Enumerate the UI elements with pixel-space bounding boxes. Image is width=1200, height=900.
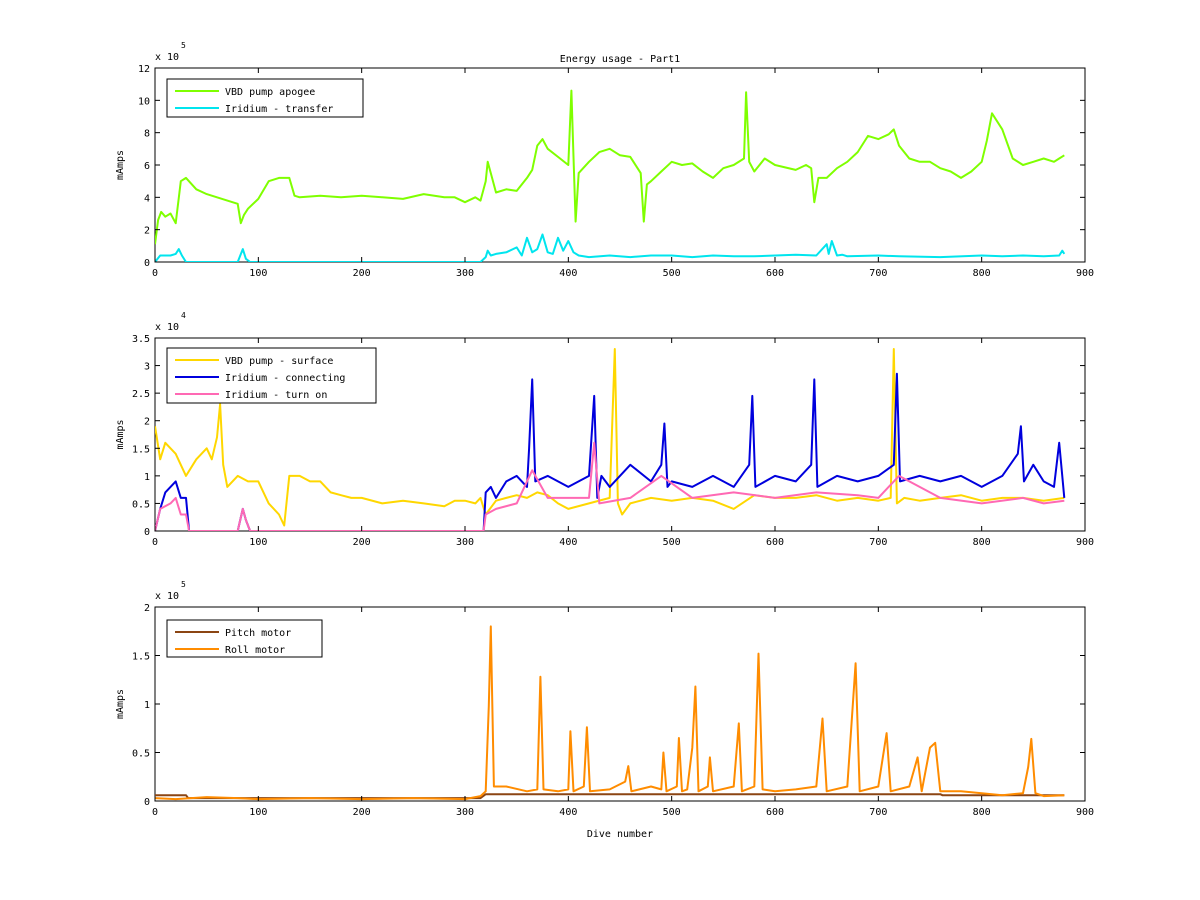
x-tick-label-2-0: 0: [152, 537, 158, 548]
legend-box-3: [166, 619, 323, 658]
x-tick-label-1-7: 700: [869, 268, 887, 279]
y-tick-label-2-2: 1: [144, 472, 150, 483]
x-tick-label-1-0: 0: [152, 268, 158, 279]
x-tick-label-1-5: 500: [663, 268, 681, 279]
x-tick-label-3-0: 0: [152, 807, 158, 818]
axes-panel-1: 0 100 200 300 400 500 600 700 800 900 0 2 4 6 8 10 12 x 1…: [115, 41, 1094, 279]
y-tick-label-2-7: 3.5: [132, 334, 150, 345]
x-tick-label-2-4: 400: [559, 537, 577, 548]
y-axis-label-1: mAmps: [115, 150, 126, 180]
x-tick-label-3-7: 700: [869, 807, 887, 818]
series-line-1-2: [155, 233, 1066, 262]
series-line-2-1: [155, 348, 1065, 527]
series-line-1-1: [155, 89, 1065, 245]
y-axis-label-2: mAmps: [115, 419, 126, 449]
y-exponent-base-2: x 10: [155, 322, 179, 333]
y-tick-label-2-0: 0: [144, 527, 150, 538]
x-tick-label-3-4: 400: [559, 807, 577, 818]
y-tick-label-1-1: 2: [144, 226, 150, 237]
x-axis-label: Dive number: [587, 829, 653, 840]
y-tick-label-1-3: 6: [144, 161, 150, 172]
y-exponent-power-3: 5: [181, 580, 186, 589]
legend-label-3-1: Pitch motor: [225, 628, 291, 639]
x-tick-label-3-3: 300: [456, 807, 474, 818]
axes-panel-2: 0 100 200 300 400 500 600 700 800 900 0 0.5 1 1.5 2 2.5…: [115, 311, 1094, 548]
legend-box-1: [166, 78, 364, 118]
y-tick-label-1-0: 0: [144, 258, 150, 269]
y-tick-label-3-0: 0: [144, 797, 150, 808]
legend-label-1-2: Iridium - transfer: [225, 104, 333, 115]
y-tick-label-3-1: 0.5: [132, 749, 150, 760]
x-tick-label-3-1: 100: [249, 807, 267, 818]
y-exponent-base-1: x 10: [155, 52, 179, 63]
y-tick-label-1-2: 4: [144, 193, 150, 204]
series-line-2-3: [155, 441, 1065, 531]
x-tick-label-1-8: 800: [973, 268, 991, 279]
series-line-3-2: [155, 625, 1065, 801]
legend-label-2-2: Iridium - connecting: [225, 373, 345, 384]
x-tick-label-2-9: 900: [1076, 537, 1094, 548]
legend-label-2-3: Iridium - turn on: [225, 390, 327, 401]
y-tick-label-2-3: 1.5: [132, 444, 150, 455]
y-exponent-base-3: x 10: [155, 591, 179, 602]
x-tick-label-2-6: 600: [766, 537, 784, 548]
y-tick-label-2-5: 2.5: [132, 389, 150, 400]
y-tick-label-1-6: 12: [138, 64, 150, 75]
y-tick-label-1-5: 10: [138, 96, 150, 107]
y-tick-label-1-4: 8: [144, 129, 150, 140]
x-tick-label-1-6: 600: [766, 268, 784, 279]
x-tick-label-3-2: 200: [353, 807, 371, 818]
x-tick-label-1-2: 200: [353, 268, 371, 279]
x-tick-label-3-8: 800: [973, 807, 991, 818]
y-tick-label-2-4: 2: [144, 417, 150, 428]
legend-label-1-1: VBD pump apogee: [225, 87, 315, 98]
y-exponent-power-2: 4: [181, 311, 186, 320]
x-tick-label-1-4: 400: [559, 268, 577, 279]
x-tick-label-3-6: 600: [766, 807, 784, 818]
y-axis-label-3: mAmps: [115, 689, 126, 719]
x-tick-label-2-1: 100: [249, 537, 267, 548]
y-exponent-power-1: 5: [181, 41, 186, 50]
y-tick-label-3-4: 2: [144, 603, 150, 614]
y-tick-label-2-6: 3: [144, 362, 150, 373]
x-tick-label-2-7: 700: [869, 537, 887, 548]
x-tick-label-1-9: 900: [1076, 268, 1094, 279]
figure-title: Energy usage - Part1: [560, 54, 680, 65]
y-tick-label-2-1: 0.5: [132, 499, 150, 510]
x-tick-label-2-8: 800: [973, 537, 991, 548]
x-tick-label-3-9: 900: [1076, 807, 1094, 818]
x-tick-label-3-5: 500: [663, 807, 681, 818]
axes-panel-3: 0 100 200 300 400 500 600 700 800 900 0 0.5 1 1.5 2 x 1…: [115, 580, 1094, 818]
x-tick-label-1-3: 300: [456, 268, 474, 279]
y-tick-label-3-3: 1.5: [132, 652, 150, 663]
x-tick-label-2-3: 300: [456, 537, 474, 548]
x-tick-label-2-2: 200: [353, 537, 371, 548]
y-tick-label-3-2: 1: [144, 700, 150, 711]
x-tick-label-2-5: 500: [663, 537, 681, 548]
legend-label-3-2: Roll motor: [225, 645, 285, 656]
x-tick-label-1-1: 100: [249, 268, 267, 279]
legend-label-2-1: VBD pump - surface: [225, 356, 333, 367]
